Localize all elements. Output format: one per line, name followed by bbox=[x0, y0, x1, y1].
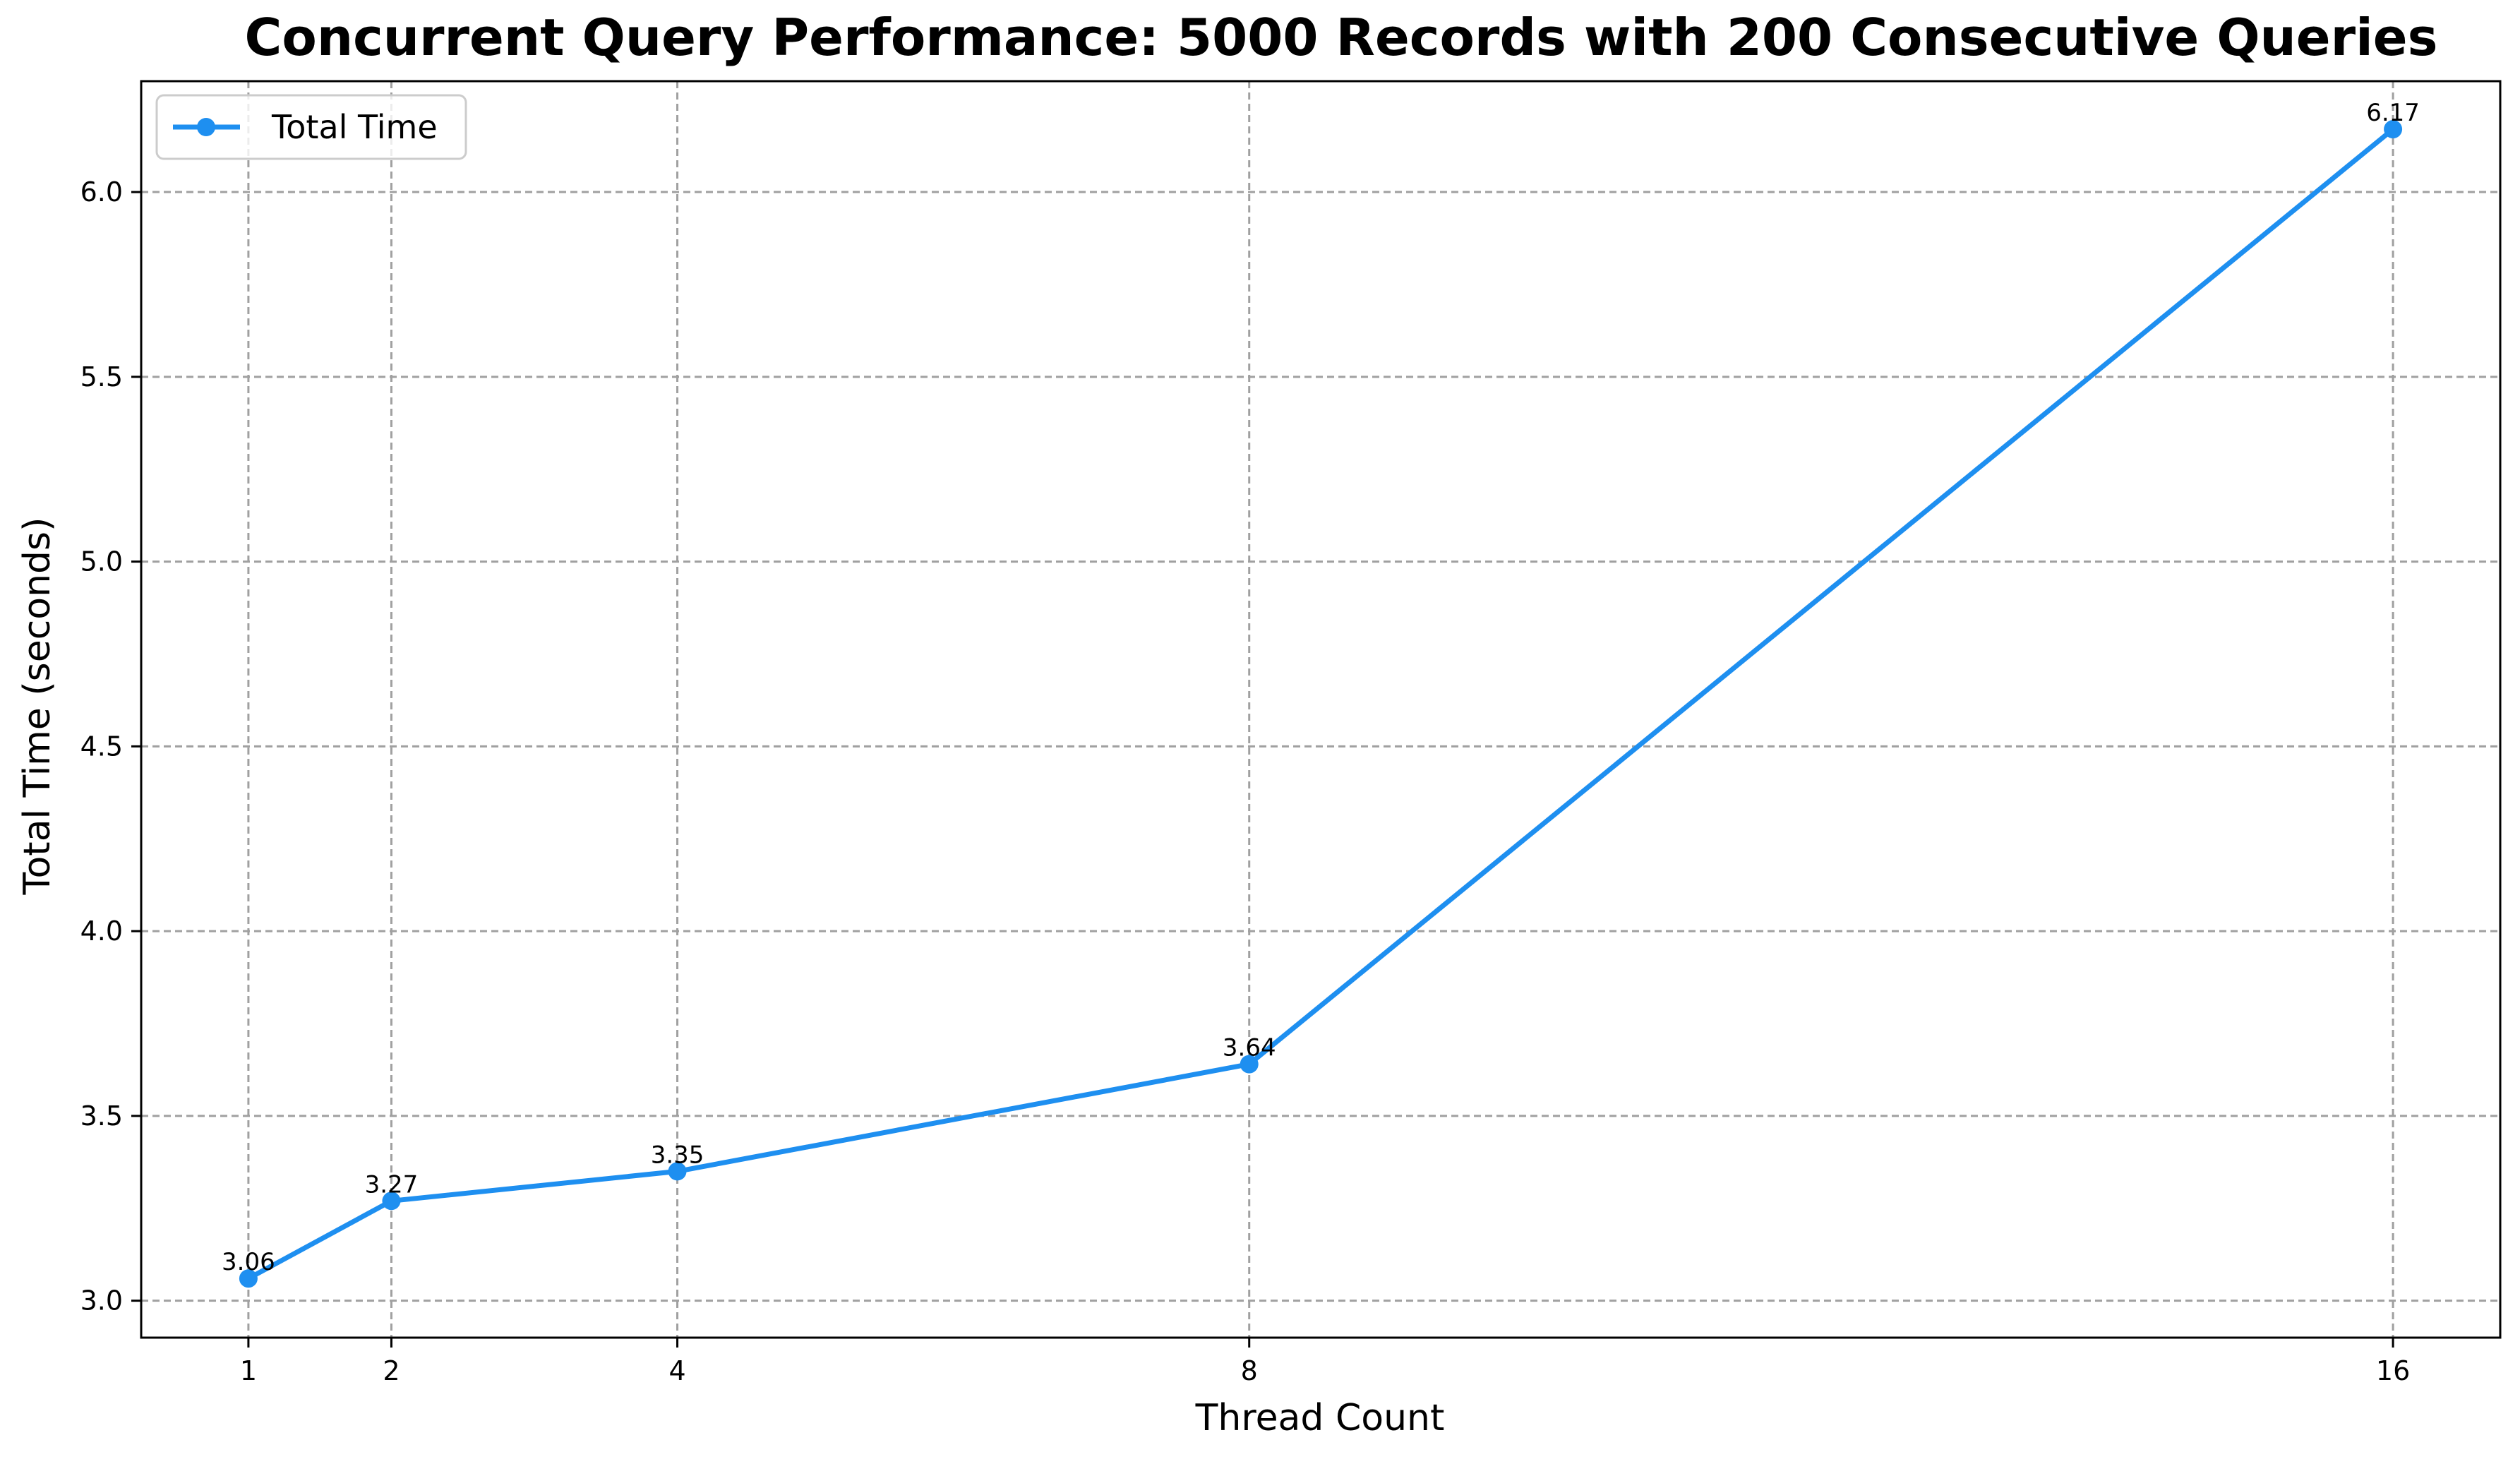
plot-area-frame bbox=[140, 80, 2502, 1339]
legend-entry-label: Total Time bbox=[271, 108, 438, 146]
data-point-marker bbox=[1240, 1055, 1259, 1074]
legend-marker-swatch bbox=[197, 118, 215, 136]
y-tick-label: 3.0 bbox=[80, 1285, 123, 1316]
data-point-marker bbox=[382, 1192, 401, 1211]
y-tick-label: 5.5 bbox=[80, 361, 123, 392]
x-tick-label: 2 bbox=[383, 1355, 400, 1386]
y-tick-label: 4.5 bbox=[80, 731, 123, 762]
data-point-marker bbox=[2384, 120, 2403, 139]
tick-layer: 1 2 4 8 16 3.0 3.5 4.0 4.5 5.0 5.5 6.0 bbox=[80, 176, 2411, 1386]
y-tick-label: 3.5 bbox=[80, 1100, 123, 1132]
legend-box bbox=[155, 94, 467, 160]
data-point-label: 6.17 bbox=[2366, 99, 2420, 127]
y-tick-label: 4.0 bbox=[80, 916, 123, 947]
legend: Total Time bbox=[155, 94, 467, 160]
y-axis-label: Total Time (seconds) bbox=[16, 517, 59, 896]
data-point-label: 3.06 bbox=[222, 1248, 275, 1276]
chart-title: Concurrent Query Performance: 5000 Recor… bbox=[245, 8, 2438, 67]
grid-layer bbox=[141, 81, 2500, 1338]
data-point-label: 3.64 bbox=[1223, 1034, 1276, 1062]
data-point-label: 3.27 bbox=[365, 1170, 419, 1199]
data-label-layer: 3.06 3.27 3.35 3.64 6.17 bbox=[222, 99, 2420, 1276]
y-tick-label: 6.0 bbox=[80, 176, 123, 208]
x-tick-label: 16 bbox=[2376, 1355, 2410, 1386]
x-tick-label: 4 bbox=[668, 1355, 685, 1386]
y-tick-label: 5.0 bbox=[80, 546, 123, 577]
data-point-marker bbox=[668, 1162, 687, 1181]
x-tick-label: 8 bbox=[1241, 1355, 1258, 1386]
x-axis-label: Thread Count bbox=[1195, 1397, 1445, 1439]
data-point-label: 3.35 bbox=[651, 1141, 704, 1169]
series-layer bbox=[239, 120, 2403, 1288]
data-point-marker bbox=[239, 1269, 258, 1288]
x-tick-label: 1 bbox=[240, 1355, 257, 1386]
